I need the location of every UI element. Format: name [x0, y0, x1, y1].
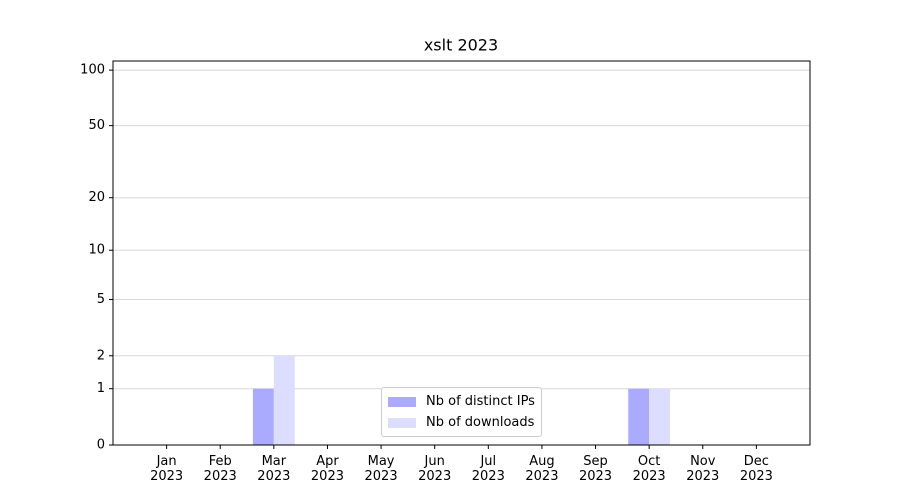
- x-tick-label: Jun 2023: [418, 454, 452, 484]
- bar: [649, 388, 671, 445]
- y-tick-label: 100: [80, 63, 105, 78]
- y-tick-label: 2: [97, 348, 105, 363]
- x-tick-label: Jul 2023: [471, 454, 505, 484]
- bar: [628, 388, 650, 445]
- legend: Nb of distinct IPs Nb of downloads: [381, 387, 542, 437]
- y-tick-label: 20: [88, 190, 105, 205]
- x-tick-label: Nov 2023: [686, 454, 720, 484]
- x-tick-label: Jan 2023: [150, 454, 184, 484]
- legend-label: Nb of downloads: [426, 415, 535, 430]
- y-tick-label: 5: [97, 292, 105, 307]
- y-tick-label: 50: [88, 118, 105, 133]
- legend-label: Nb of distinct IPs: [426, 394, 535, 409]
- bar: [273, 355, 295, 445]
- x-tick-label: Dec 2023: [739, 454, 773, 484]
- x-tick-label: Sep 2023: [578, 454, 613, 484]
- x-tick-label: Feb 2023: [203, 454, 237, 484]
- x-tick-label: Apr 2023: [310, 454, 344, 484]
- y-tick-label: 10: [88, 243, 105, 258]
- y-tick-label: 0: [97, 438, 105, 453]
- x-tick-label: Mar 2023: [257, 454, 291, 484]
- chart-title: xslt 2023: [424, 36, 498, 55]
- legend-swatch: [388, 396, 416, 407]
- plot-frame: [112, 60, 811, 446]
- legend-item: Nb of downloads: [388, 412, 535, 433]
- x-tick-label: May 2023: [364, 454, 398, 484]
- bar: [252, 388, 274, 445]
- x-tick-label: Oct 2023: [632, 454, 666, 484]
- y-tick-label: 1: [97, 381, 105, 396]
- x-tick-label: Aug 2023: [525, 454, 559, 484]
- legend-item: Nb of distinct IPs: [388, 391, 535, 412]
- legend-swatch: [388, 417, 416, 428]
